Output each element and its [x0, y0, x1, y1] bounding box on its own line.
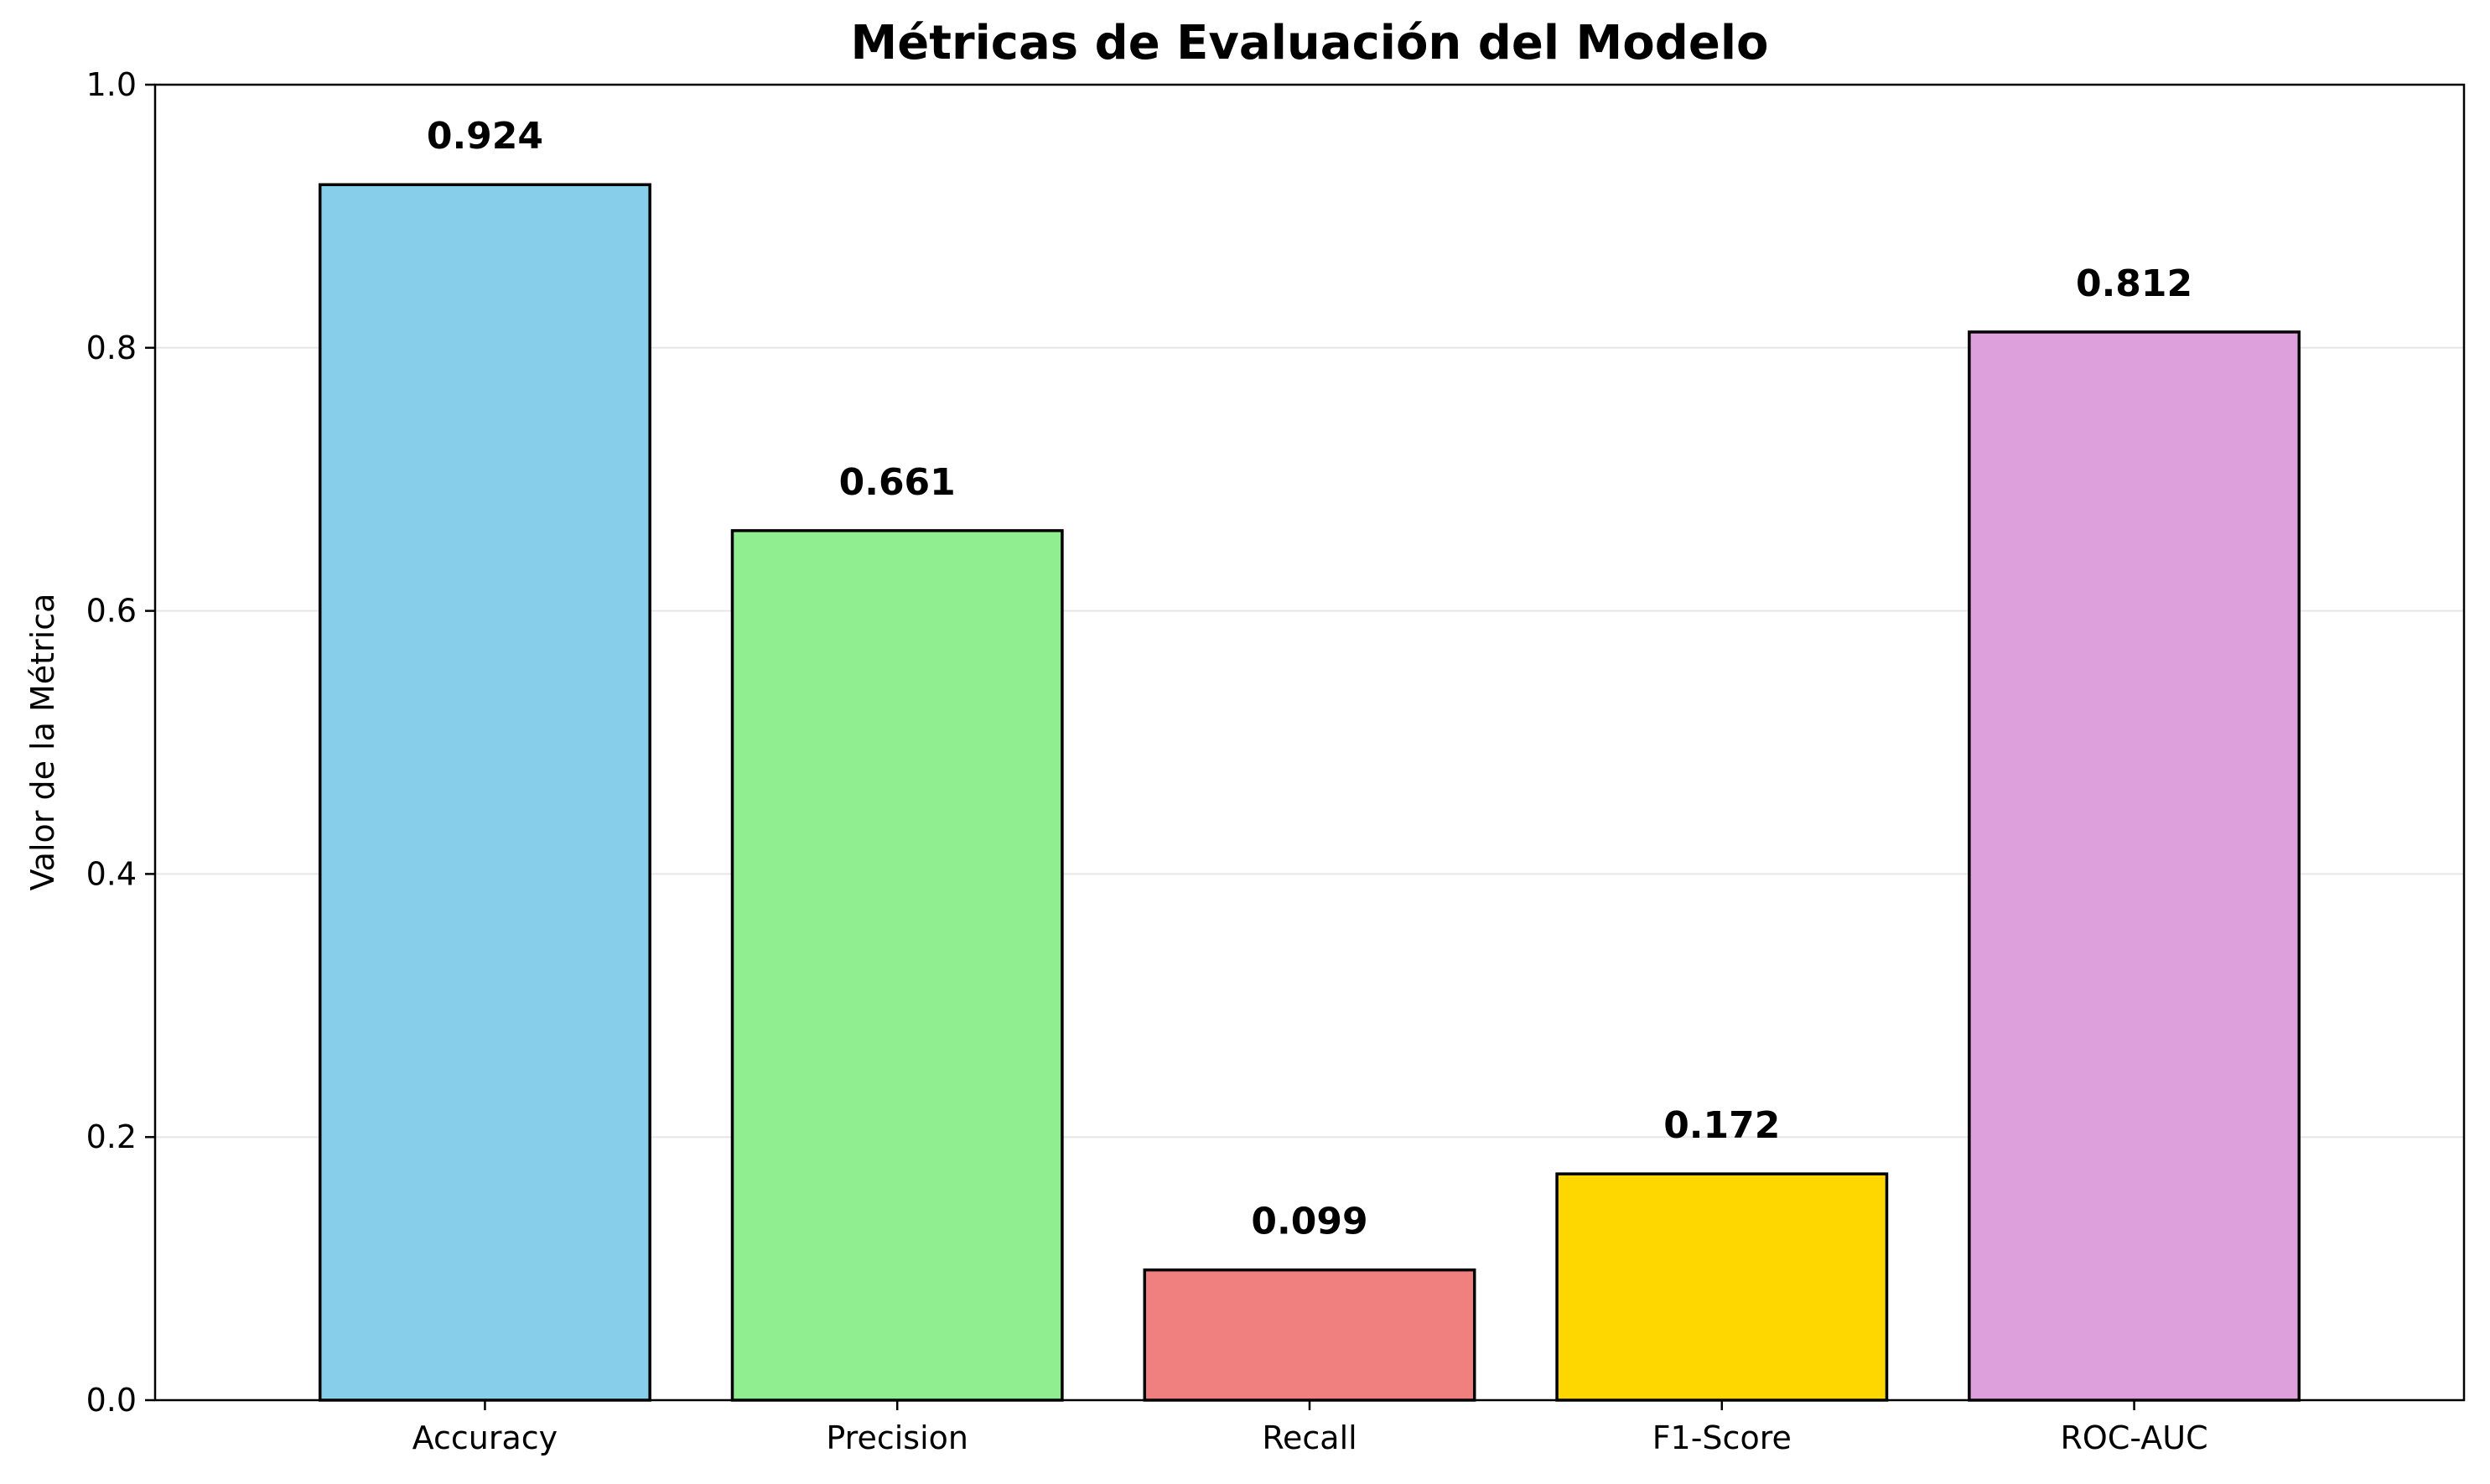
plot-frame: [153, 83, 2466, 1402]
chart-title: Métricas de Evaluación del Modelo: [851, 16, 1769, 70]
y-tick-label: 1.0: [86, 66, 137, 103]
data-labels: 0.924 0.661 0.099 0.172 0.812: [427, 115, 2192, 1243]
data-label-roc-auc: 0.812: [2076, 262, 2192, 305]
data-label-accuracy: 0.924: [427, 115, 543, 158]
y-tick-label: 0.4: [86, 855, 137, 892]
x-axis-ticks: Accuracy Precision Recall F1-Score ROC-AUC: [412, 1400, 2208, 1456]
bar-precision: [730, 529, 1064, 1402]
y-axis-ticks: 0.0 0.2 0.4 0.6 0.8 1.0: [86, 66, 155, 1419]
x-tick-label: Recall: [1262, 1419, 1357, 1456]
x-tick-label: Accuracy: [412, 1419, 558, 1456]
bar-roc-auc: [1968, 330, 2301, 1402]
data-label-f1-score: 0.172: [1663, 1104, 1780, 1147]
y-tick-label: 0.6: [86, 593, 137, 630]
data-label-recall: 0.099: [1251, 1201, 1367, 1243]
x-tick-label: ROC-AUC: [2061, 1419, 2208, 1456]
data-label-precision: 0.661: [839, 461, 956, 504]
y-axis-label: Valor de la Métrica: [24, 594, 61, 891]
bar-f1-score: [1555, 1172, 1889, 1402]
y-tick-label: 0.8: [86, 329, 137, 366]
bar-accuracy: [318, 183, 651, 1402]
y-tick-label: 0.0: [86, 1382, 137, 1419]
bar-recall: [1143, 1268, 1476, 1402]
x-tick-label: F1-Score: [1652, 1419, 1792, 1456]
x-tick-label: Precision: [826, 1419, 968, 1456]
bars: [318, 183, 2301, 1402]
y-tick-label: 0.2: [86, 1118, 137, 1155]
